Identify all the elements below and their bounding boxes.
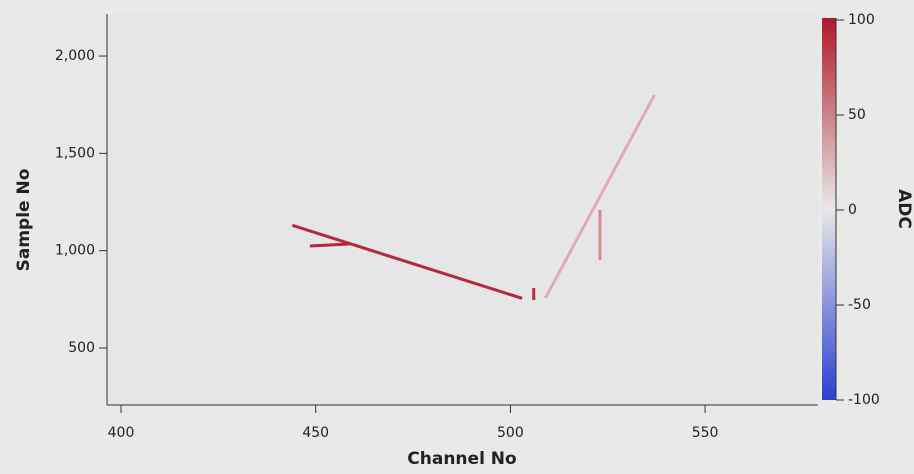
colorbar-tick-label: 0 bbox=[848, 202, 857, 218]
x-tick-label: 500 bbox=[497, 425, 524, 441]
colorbar-tick-label: -50 bbox=[848, 297, 871, 313]
track bbox=[544, 94, 656, 299]
y-tick-label: 1,000 bbox=[55, 243, 95, 259]
x-axis-label: Channel No bbox=[407, 449, 516, 469]
x-tick-label: 450 bbox=[302, 425, 329, 441]
colorbar bbox=[822, 18, 836, 400]
colorbar-tick-label: -100 bbox=[848, 392, 880, 408]
plot-area bbox=[107, 14, 818, 405]
x-tick-label: 400 bbox=[108, 425, 135, 441]
x-tick-label: 550 bbox=[692, 425, 719, 441]
colorbar-tick-label: 50 bbox=[848, 107, 866, 123]
y-tick-label: 2,000 bbox=[55, 48, 95, 64]
y-tick-label: 500 bbox=[68, 340, 95, 356]
y-tick-label: 1,500 bbox=[55, 145, 95, 161]
y-axis-label: Sample No bbox=[14, 169, 34, 272]
colorbar-tick-label: 100 bbox=[848, 12, 875, 28]
track bbox=[291, 223, 523, 300]
track bbox=[309, 242, 350, 248]
colorbar-label: ADC bbox=[894, 189, 914, 229]
